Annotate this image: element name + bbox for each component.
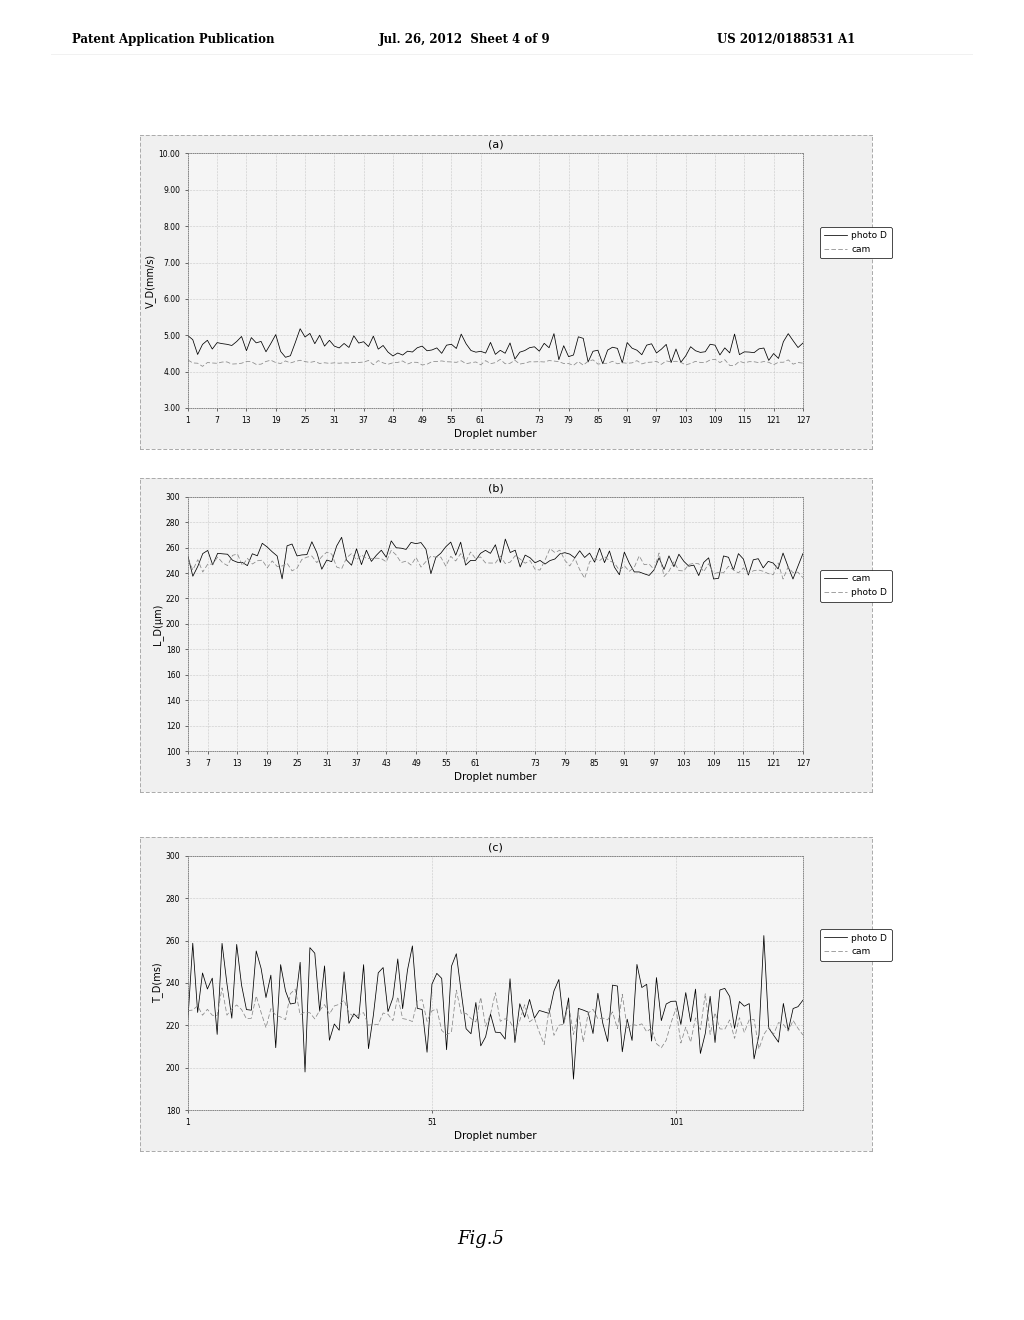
cam — [216, 979, 228, 995]
Text: Jul. 26, 2012  Sheet 4 of 9: Jul. 26, 2012 Sheet 4 of 9 — [379, 33, 551, 46]
photo D — [211, 335, 223, 351]
photo D — [548, 983, 560, 999]
photo D — [544, 541, 556, 557]
cam — [797, 1027, 809, 1043]
Legend: cam, photo D: cam, photo D — [819, 570, 892, 602]
cam — [216, 354, 228, 370]
photo D — [534, 562, 546, 578]
cam — [181, 1003, 194, 1019]
cam — [578, 358, 590, 374]
photo D — [702, 556, 715, 572]
Text: Fig.5: Fig.5 — [458, 1230, 505, 1249]
Line: cam: cam — [187, 987, 803, 1049]
Text: US 2012/0188531 A1: US 2012/0188531 A1 — [717, 33, 855, 46]
cam — [211, 1007, 223, 1023]
Line: photo D: photo D — [178, 549, 803, 579]
photo D — [578, 330, 590, 346]
cam — [197, 359, 209, 375]
X-axis label: Droplet number: Droplet number — [454, 429, 537, 438]
photo D — [757, 564, 769, 579]
photo D — [294, 321, 306, 337]
photo D — [763, 352, 775, 368]
Y-axis label: L_D(μm): L_D(μm) — [152, 603, 163, 644]
Legend: photo D, cam: photo D, cam — [819, 929, 892, 961]
photo D — [578, 1002, 590, 1018]
X-axis label: Droplet number: Droplet number — [454, 772, 537, 781]
cam — [549, 550, 561, 566]
Y-axis label: T_D(ms): T_D(ms) — [152, 962, 163, 1003]
photo D — [597, 356, 609, 372]
cam — [553, 1018, 565, 1034]
photo D — [553, 351, 565, 367]
photo D — [181, 1012, 194, 1028]
cam — [757, 560, 769, 576]
photo D — [797, 570, 809, 586]
cam — [578, 1034, 590, 1049]
cam — [753, 1041, 765, 1057]
cam — [797, 355, 809, 371]
cam — [543, 352, 555, 368]
photo D — [758, 928, 770, 944]
Line: cam: cam — [178, 537, 803, 579]
photo D — [543, 339, 555, 355]
photo D — [709, 337, 721, 352]
cam — [786, 572, 799, 587]
photo D — [202, 556, 214, 572]
Title: (c): (c) — [488, 842, 503, 853]
Legend: photo D, cam: photo D, cam — [819, 227, 892, 259]
Title: (a): (a) — [487, 140, 503, 150]
cam — [763, 1019, 775, 1035]
cam — [763, 354, 775, 370]
cam — [202, 543, 214, 558]
cam — [553, 354, 565, 370]
X-axis label: Droplet number: Droplet number — [454, 1131, 537, 1140]
Line: photo D: photo D — [187, 936, 803, 1078]
cam — [573, 543, 586, 558]
photo D — [573, 562, 586, 578]
cam — [172, 544, 184, 560]
cam — [705, 352, 717, 368]
Line: cam: cam — [187, 359, 803, 367]
cam — [797, 545, 809, 561]
photo D — [705, 989, 717, 1005]
Text: Patent Application Publication: Patent Application Publication — [72, 33, 274, 46]
photo D — [797, 993, 809, 1008]
cam — [336, 529, 348, 545]
photo D — [777, 572, 790, 587]
photo D — [567, 1071, 580, 1086]
photo D — [181, 327, 194, 343]
cam — [539, 556, 551, 572]
Y-axis label: V_D(mm/s): V_D(mm/s) — [144, 253, 156, 308]
photo D — [538, 1005, 550, 1020]
cam — [705, 1027, 717, 1043]
photo D — [797, 335, 809, 351]
cam — [543, 1001, 555, 1016]
photo D — [211, 1027, 223, 1043]
cam — [709, 351, 721, 367]
photo D — [549, 545, 561, 561]
Line: photo D: photo D — [187, 329, 803, 364]
Title: (b): (b) — [487, 483, 503, 494]
cam — [702, 550, 715, 566]
photo D — [172, 557, 184, 573]
cam — [181, 352, 194, 368]
photo D — [763, 1020, 775, 1036]
